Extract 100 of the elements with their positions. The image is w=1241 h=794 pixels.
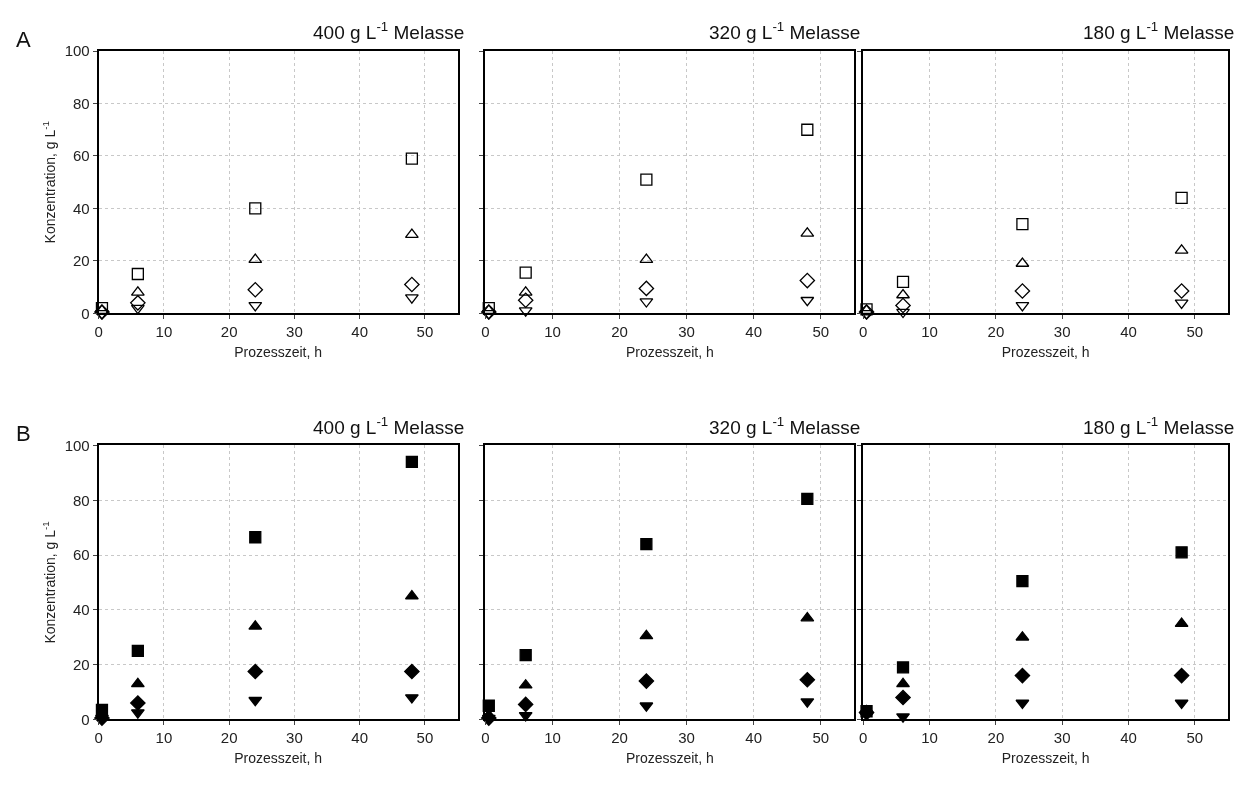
x-tick-label: 0: [859, 323, 868, 341]
x-tick-label: 30: [1053, 323, 1071, 341]
x-tick-label: 50: [1186, 323, 1204, 341]
point: [896, 661, 910, 674]
point: [1175, 546, 1188, 559]
y-tick-label: 100: [64, 42, 90, 60]
point: [1014, 667, 1031, 684]
x-tick-label: 0: [859, 729, 868, 747]
point: [1173, 283, 1190, 299]
chart-title: 180 g L$^{-1}$ Melasse: [1083, 414, 1235, 438]
x-tick-label: 0: [481, 323, 490, 341]
point: [896, 275, 910, 289]
point: [1173, 667, 1190, 684]
point: [896, 288, 911, 299]
text: A: [16, 27, 31, 52]
point: [1175, 191, 1188, 205]
point: [405, 455, 419, 469]
point: [1174, 699, 1189, 710]
point: [800, 611, 815, 622]
y-tick-label: 40: [73, 601, 90, 619]
x-tick-label: 20: [611, 729, 628, 747]
x-tick-label: 40: [351, 323, 369, 341]
x-axis-title: Prozesszeit, h: [234, 344, 323, 361]
x-tick-label: 20: [987, 323, 1005, 341]
point: [1016, 574, 1029, 588]
x-tick-label: 30: [286, 323, 303, 341]
y-tick-label: 20: [73, 252, 90, 270]
y-tick-label: 0: [81, 710, 90, 728]
point: [896, 308, 911, 319]
x-tick-label: 50: [812, 323, 830, 341]
x-tick-label: 20: [220, 323, 238, 341]
point: [130, 295, 146, 311]
point: [131, 644, 144, 658]
point: [247, 663, 264, 680]
x-tick-label: 40: [745, 729, 763, 747]
y-tick-label: 60: [73, 546, 90, 564]
point: [518, 711, 533, 722]
point: [519, 648, 532, 662]
x-tick-label: 10: [544, 729, 561, 747]
x-axis-title: Prozesszeit, h: [1001, 344, 1090, 361]
point: [895, 689, 911, 706]
point: [640, 173, 653, 186]
point: [1016, 218, 1029, 231]
y-tick-label: 0: [81, 304, 90, 322]
x-tick-label: 20: [611, 323, 628, 341]
y-tick-label: 100: [64, 436, 90, 454]
chart-title: 320 g L$^{-1}$ Melasse: [709, 414, 861, 438]
point: [799, 272, 816, 289]
y-tick-label: 60: [73, 147, 90, 165]
point: [1015, 699, 1030, 710]
x-tick-label: 20: [220, 729, 238, 747]
x-axis-title: Prozesszeit, h: [1001, 750, 1090, 767]
x-tick-label: 30: [678, 323, 695, 341]
x-tick-label: 10: [544, 323, 561, 341]
x-tick-label: 20: [987, 729, 1005, 747]
point: [638, 280, 655, 297]
point: [248, 696, 263, 707]
point: [895, 297, 911, 314]
point: [1014, 283, 1031, 299]
x-axis-title: Prozesszeit, h: [625, 344, 714, 361]
point: [638, 673, 655, 689]
point: [404, 276, 420, 293]
point: [639, 629, 654, 640]
chart-title: 400 g L$^{-1}$ Melasse: [313, 19, 465, 43]
x-tick-label: 0: [94, 323, 103, 341]
x-tick-label: 30: [286, 729, 303, 747]
point: [519, 266, 532, 279]
point: [405, 152, 419, 165]
x-tick-label: 10: [921, 323, 938, 341]
point: [249, 531, 262, 544]
point: [404, 663, 420, 680]
point: [130, 304, 145, 315]
x-tick-label: 50: [416, 323, 434, 341]
point: [247, 281, 264, 298]
x-tick-label: 10: [155, 323, 173, 341]
point: [896, 677, 911, 688]
chart-title: 320 g L$^{-1}$ Melasse: [709, 19, 861, 43]
point: [130, 695, 146, 711]
x-tick-label: 50: [416, 729, 434, 747]
x-tick-label: 10: [921, 729, 938, 747]
point: [799, 671, 816, 688]
x-tick-label: 10: [155, 729, 173, 747]
point: [131, 267, 144, 281]
point: [517, 292, 534, 309]
x-tick-label: 30: [1053, 729, 1071, 747]
text: B: [16, 421, 31, 446]
y-tick-label: 40: [73, 199, 90, 217]
x-axis-title: Prozesszeit, h: [234, 750, 323, 767]
chart-title: 400 g L$^{-1}$ Melasse: [313, 414, 465, 438]
x-tick-label: 40: [745, 323, 763, 341]
x-tick-label: 40: [1120, 729, 1137, 747]
x-tick-label: 0: [94, 729, 103, 747]
point: [404, 228, 419, 239]
y-tick-label: 20: [73, 655, 90, 673]
point: [801, 123, 814, 136]
x-tick-label: 40: [351, 729, 369, 747]
y-tick-label: 80: [73, 94, 90, 112]
point: [249, 202, 262, 215]
x-tick-label: 0: [481, 729, 490, 747]
point: [640, 537, 653, 551]
